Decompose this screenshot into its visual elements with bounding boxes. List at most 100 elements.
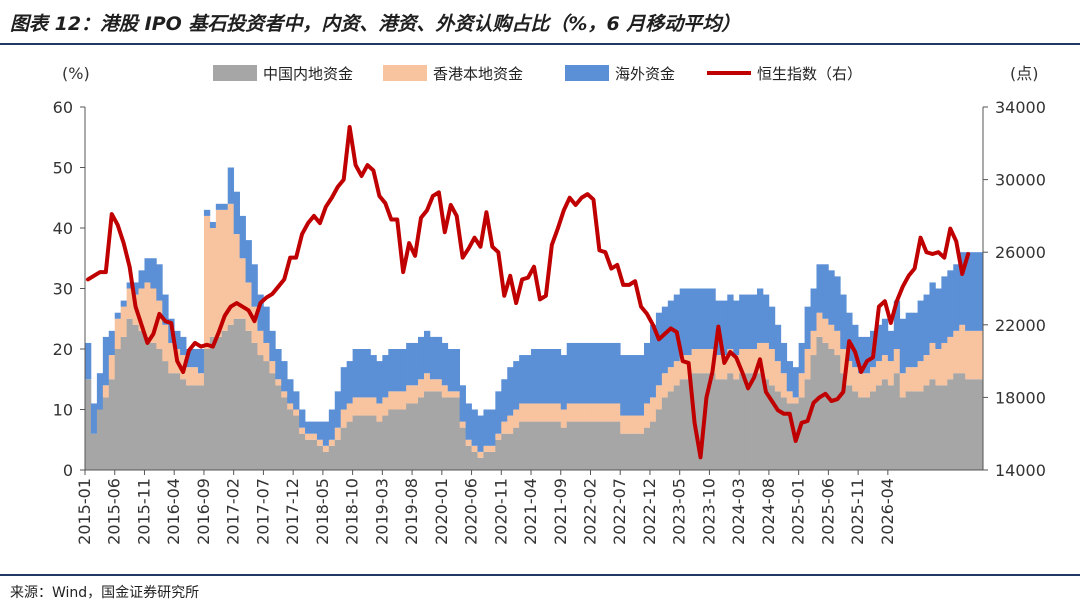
bar-domestic (423, 391, 431, 470)
bar-hongkong (608, 403, 615, 422)
bar-overseas (709, 288, 716, 349)
legend-label-overseas: 海外资金 (615, 65, 675, 83)
bar-overseas (977, 252, 984, 331)
x-tick-label: 2025-11 (848, 478, 867, 545)
bar-hongkong (203, 215, 211, 349)
bar-overseas (786, 361, 794, 392)
legend-swatch-hongkong (383, 65, 427, 81)
bar-overseas (798, 342, 805, 374)
left-tick-label: 10 (53, 401, 73, 420)
bar-overseas (893, 300, 901, 349)
bar-overseas (602, 342, 609, 404)
bar-overseas (227, 167, 235, 204)
bar-hongkong (816, 312, 823, 337)
bar-overseas (483, 409, 490, 446)
x-tick-label: 2016-09 (194, 478, 213, 545)
bar-hongkong (186, 367, 193, 386)
bar-domestic (96, 409, 104, 470)
bar-overseas (120, 300, 127, 307)
bar-overseas (596, 342, 603, 404)
bar-overseas (507, 367, 514, 416)
bar-hongkong (501, 421, 508, 434)
bar-hongkong (977, 330, 984, 380)
bar-hongkong (364, 397, 371, 416)
bar-overseas (192, 349, 199, 368)
right-tick-label: 34000 (995, 98, 1046, 117)
x-tick-label: 2015-01 (75, 478, 94, 545)
bar-hongkong (275, 379, 282, 386)
bar-domestic (299, 433, 306, 470)
bar-overseas (316, 421, 324, 440)
bar-domestic (370, 415, 377, 470)
left-tick-label: 50 (53, 159, 73, 178)
bar-hongkong (905, 367, 912, 392)
bar-overseas (239, 215, 246, 259)
source-note: 来源：Wind，国金证券研究所 (10, 585, 199, 601)
bar-hongkong (423, 373, 431, 392)
bar-domestic (947, 379, 954, 470)
bar-overseas (328, 409, 336, 440)
bar-overseas (947, 270, 954, 337)
bar-hongkong (328, 439, 336, 446)
bar-domestic (679, 379, 686, 470)
bar-domestic (852, 391, 859, 470)
bar-hongkong (215, 209, 223, 337)
bar-domestic (536, 421, 544, 470)
bar-hongkong (299, 427, 306, 434)
bar-hongkong (525, 403, 532, 422)
bar-hongkong (620, 415, 627, 434)
bar-overseas (453, 349, 461, 392)
bar-domestic (780, 397, 788, 470)
bar-overseas (209, 221, 217, 228)
x-axis-ticks: 2015-01 2015-06 2015-11 2016-04 2016-09 2017-… (75, 470, 897, 545)
bar-overseas (144, 258, 151, 283)
bar-hongkong (322, 445, 330, 452)
bar-hongkong (798, 373, 805, 398)
bar-overseas (346, 361, 353, 404)
bar-overseas (114, 312, 122, 319)
bar-overseas (644, 342, 651, 404)
bar-domestic (477, 457, 484, 470)
bar-domestic (394, 409, 401, 470)
bar-hongkong (453, 391, 461, 398)
bar-hongkong (834, 330, 841, 356)
legend-label-index: 恒生指数（右） (757, 65, 862, 83)
bar-domestic (525, 421, 532, 470)
bar-domestic (733, 379, 740, 470)
bar-hongkong (114, 318, 122, 349)
bar-overseas (263, 306, 270, 343)
bar-domestic (531, 421, 538, 470)
bar-hongkong (554, 403, 562, 422)
legend-swatch-domestic (213, 65, 257, 81)
bar-overseas (881, 318, 889, 356)
bar-domestic (881, 379, 889, 470)
bar-domestic (590, 421, 597, 470)
bar-domestic (661, 397, 669, 470)
bar-overseas (620, 355, 627, 416)
bar-overseas (215, 203, 223, 210)
bar-hongkong (519, 403, 526, 422)
bar-overseas (953, 264, 960, 331)
bar-hongkong (792, 397, 799, 404)
bar-overseas (626, 355, 633, 416)
bar-hongkong (536, 403, 544, 422)
bar-overseas (810, 288, 817, 331)
bar-overseas (293, 391, 300, 410)
bar-overseas (816, 264, 823, 313)
bar-overseas (661, 306, 669, 374)
bar-domestic (203, 349, 211, 470)
bar-hongkong (947, 336, 954, 380)
bar-hongkong (162, 324, 169, 362)
bar-overseas (85, 342, 92, 380)
bar-hongkong (626, 415, 633, 434)
bar-hongkong (156, 300, 163, 349)
bar-domestic (548, 421, 556, 470)
bar-domestic (626, 433, 633, 470)
bar-hongkong (602, 403, 609, 422)
bar-overseas (358, 349, 365, 398)
bar-domestic (875, 385, 883, 470)
bar-hongkong (477, 451, 484, 458)
bar-overseas (102, 336, 110, 386)
bar-overseas (649, 324, 657, 398)
bar-overseas (126, 282, 133, 289)
